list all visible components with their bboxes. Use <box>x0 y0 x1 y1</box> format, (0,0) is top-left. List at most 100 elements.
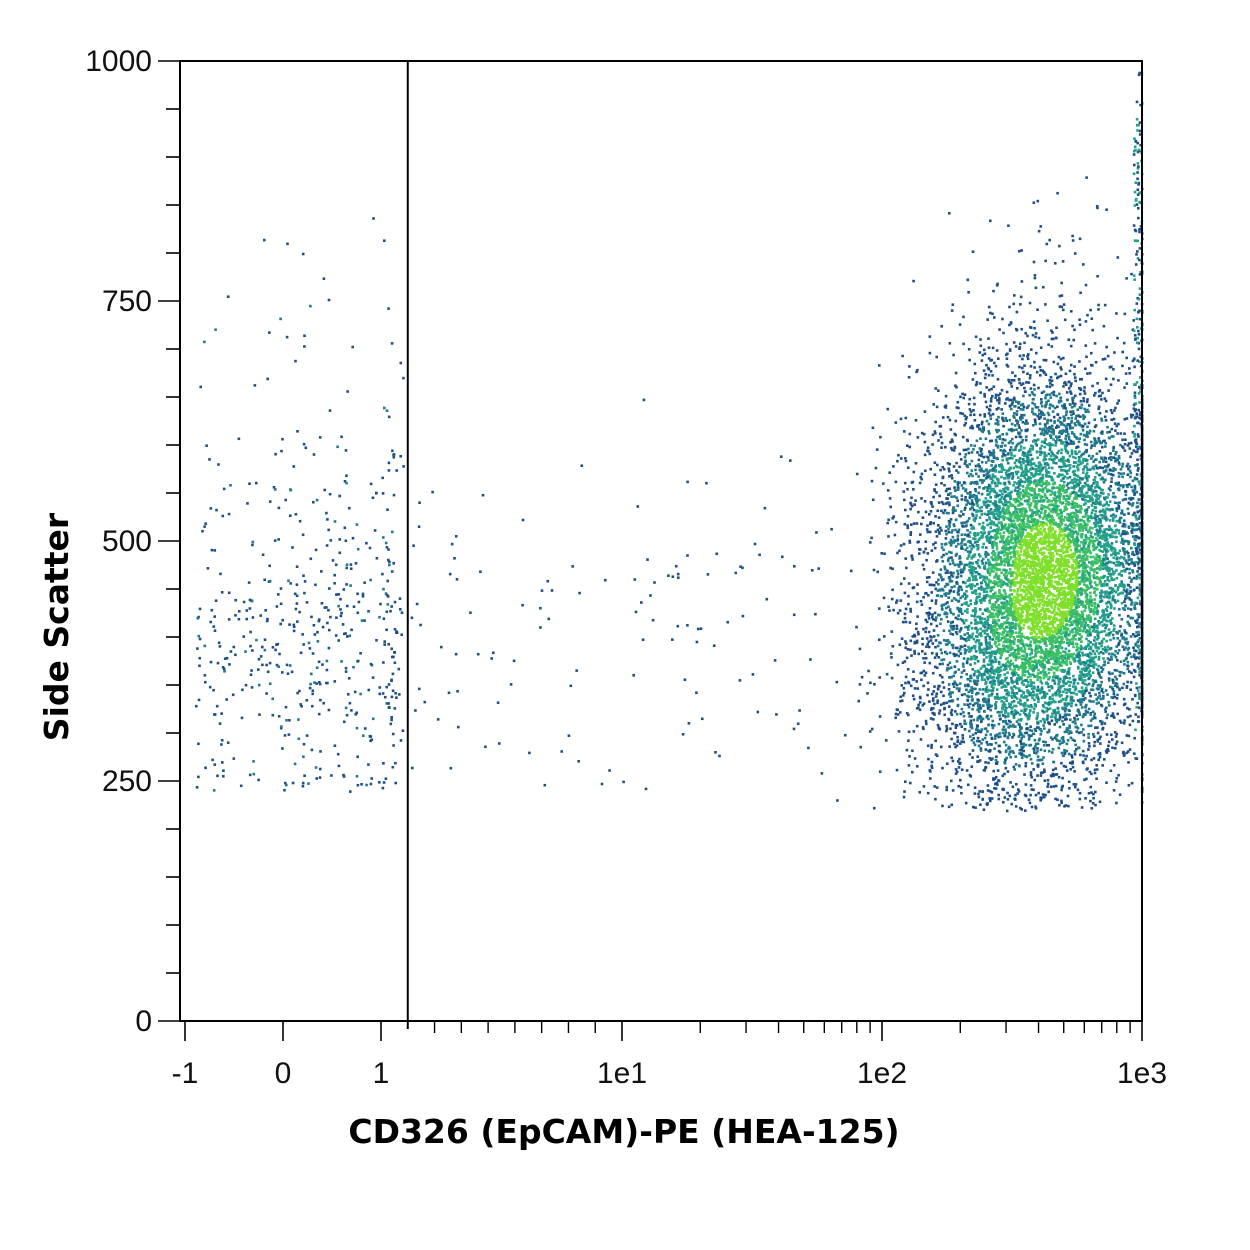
data-point <box>928 576 931 579</box>
data-point <box>1047 527 1050 531</box>
data-point <box>1062 764 1066 768</box>
data-point <box>981 648 984 652</box>
data-point <box>947 527 950 531</box>
data-point <box>960 547 963 550</box>
data-point <box>989 439 992 443</box>
data-point <box>333 582 336 585</box>
data-point <box>683 678 687 681</box>
data-point <box>1071 556 1074 560</box>
data-point <box>1075 565 1078 568</box>
data-point <box>1072 620 1076 624</box>
data-point <box>249 630 252 634</box>
data-point <box>221 761 224 764</box>
data-point <box>970 627 974 630</box>
data-point <box>1019 483 1022 487</box>
data-point <box>923 410 927 413</box>
data-point <box>957 528 961 532</box>
data-point <box>1050 603 1053 606</box>
data-point <box>807 746 810 750</box>
data-point <box>1029 532 1032 536</box>
data-point <box>265 663 268 667</box>
data-point <box>283 788 286 792</box>
data-point <box>957 406 960 410</box>
data-point <box>913 687 917 690</box>
data-point <box>1036 755 1040 758</box>
data-point <box>972 637 976 641</box>
data-point <box>361 595 365 598</box>
data-point <box>1043 721 1046 724</box>
data-point <box>1068 761 1072 765</box>
data-point <box>1058 244 1061 248</box>
data-point <box>1054 713 1058 717</box>
data-point <box>1113 607 1116 610</box>
data-point <box>1040 729 1043 733</box>
data-point <box>923 440 927 444</box>
data-point <box>281 437 284 441</box>
data-point <box>369 578 372 582</box>
data-point <box>956 400 960 404</box>
data-point <box>1067 437 1071 441</box>
data-point <box>1108 468 1112 471</box>
data-point <box>980 598 984 602</box>
data-point <box>1128 571 1131 575</box>
data-point <box>311 704 314 708</box>
data-point <box>1023 509 1026 512</box>
data-point <box>248 598 252 602</box>
data-point <box>1110 577 1113 580</box>
data-point <box>1077 690 1081 693</box>
data-point <box>1130 601 1134 605</box>
data-point <box>1116 458 1119 462</box>
data-point <box>939 568 943 571</box>
data-point <box>1089 694 1092 698</box>
data-point <box>887 605 890 609</box>
data-point <box>1091 679 1095 682</box>
data-point <box>988 490 992 494</box>
data-point <box>1019 498 1023 501</box>
data-point <box>248 607 252 610</box>
data-point <box>982 428 985 432</box>
data-point <box>1112 368 1115 371</box>
data-point <box>1095 452 1099 455</box>
data-point <box>999 540 1002 544</box>
data-point <box>1044 617 1048 621</box>
data-point <box>232 645 236 649</box>
data-point <box>289 582 292 585</box>
data-point <box>922 669 926 673</box>
data-point <box>1131 497 1135 500</box>
data-point <box>1084 495 1087 498</box>
data-point <box>1112 764 1116 767</box>
data-point <box>318 776 322 779</box>
data-point <box>378 692 381 696</box>
data-point <box>1131 359 1135 363</box>
data-point <box>1088 371 1092 375</box>
data-point <box>1056 486 1059 489</box>
data-point <box>997 517 1001 521</box>
data-point <box>946 620 950 623</box>
data-point <box>268 580 272 583</box>
data-point <box>1017 508 1020 511</box>
data-point <box>1032 260 1036 264</box>
data-point <box>303 345 306 348</box>
data-point <box>1015 511 1018 514</box>
data-point <box>1063 730 1067 734</box>
data-point <box>1129 586 1132 589</box>
data-point <box>706 573 710 576</box>
data-point <box>957 589 960 592</box>
data-point <box>976 716 980 719</box>
data-point <box>985 656 988 659</box>
data-point <box>317 712 321 716</box>
data-point <box>1104 593 1107 596</box>
data-point <box>402 465 405 468</box>
data-point <box>1077 588 1081 592</box>
data-point <box>277 593 280 596</box>
data-point <box>857 699 860 703</box>
data-point <box>1090 664 1093 668</box>
data-point <box>1099 742 1102 745</box>
data-point <box>1043 727 1046 730</box>
data-point <box>1050 477 1054 480</box>
data-point <box>203 644 207 648</box>
data-point <box>1017 402 1020 405</box>
data-point <box>1107 671 1111 674</box>
data-point <box>924 656 928 660</box>
data-point <box>1061 784 1064 788</box>
